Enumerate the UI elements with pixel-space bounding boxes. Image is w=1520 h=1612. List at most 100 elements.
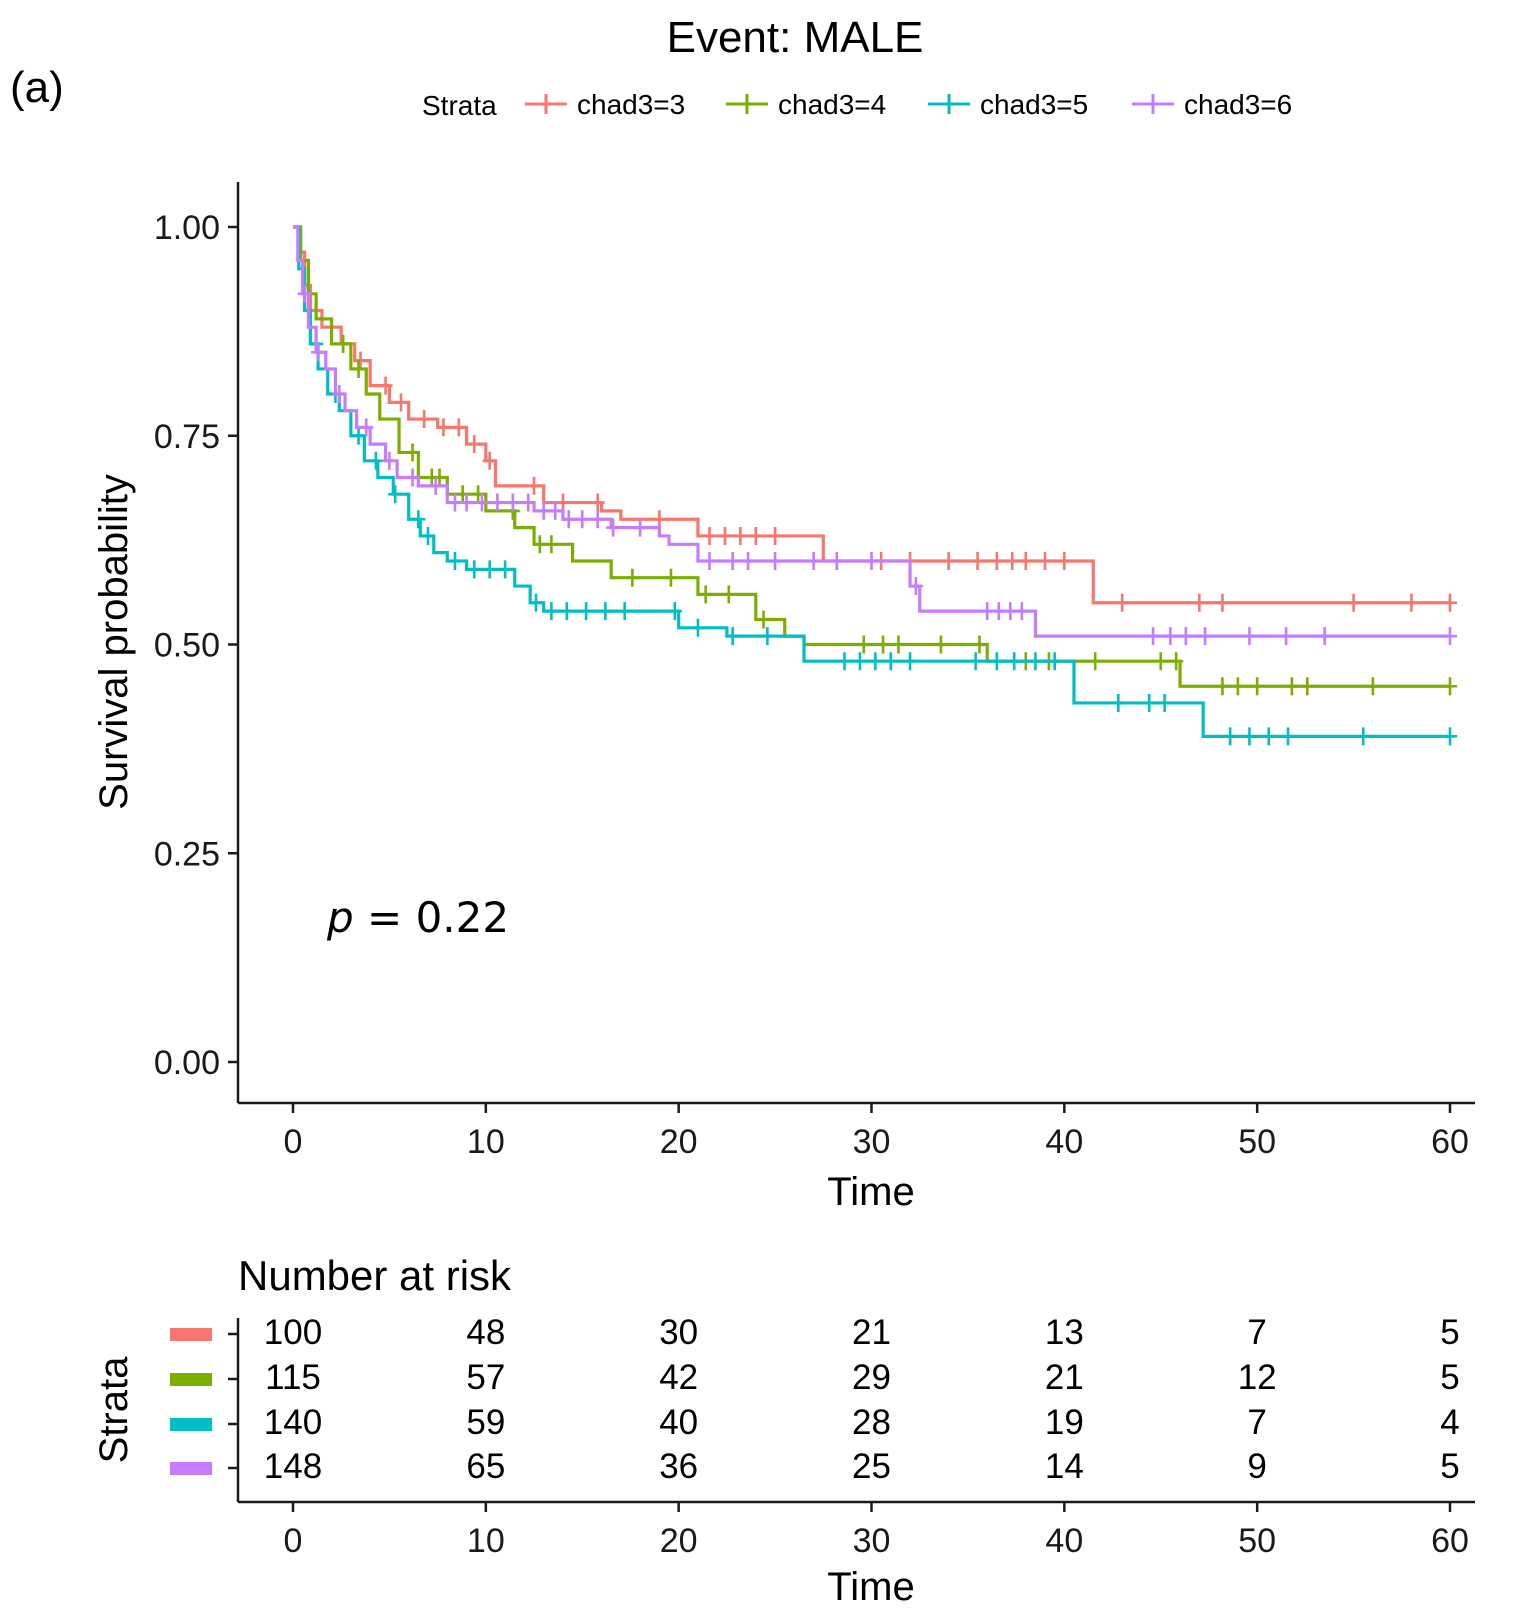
risk-count: 30 [659,1313,698,1352]
censor-mark [1223,727,1238,746]
censor-mark [1153,652,1168,671]
risk-count: 5 [1440,1358,1459,1397]
censor-mark [1146,627,1161,646]
censor-mark [625,568,640,587]
survival-curves [293,225,1457,746]
censor-mark [1169,652,1184,671]
legend-key-chad3=4 [726,94,768,114]
censor-mark [968,652,983,671]
x-tick-label: 50 [1238,1123,1276,1161]
censor-mark [474,493,489,512]
risk-table-title: Number at risk [238,1252,512,1299]
censor-mark [459,493,474,512]
legend-key-chad3=5 [928,94,970,114]
censor-mark [856,635,871,654]
censor-mark [498,560,513,579]
censor-mark [1230,677,1245,696]
censor-mark [590,510,605,529]
legend-label: chad3=5 [980,89,1088,120]
risk-count: 25 [852,1447,891,1486]
censor-mark [598,602,613,621]
censor-mark [663,568,678,587]
risk-count: 148 [264,1447,322,1486]
censor-mark [725,627,740,646]
censor-mark [903,652,918,671]
censor-mark [741,552,756,570]
censor-mark [1057,552,1072,570]
censor-mark [1007,652,1022,671]
censor-mark [579,602,594,621]
censor-mark [1014,602,1029,621]
censor-mark [447,552,462,570]
censor-mark [1443,627,1457,646]
censor-mark [527,476,542,495]
censor-mark [382,451,397,470]
censor-mark [717,526,732,545]
legend-label: chad3=3 [577,89,685,120]
censor-mark [420,526,435,545]
censor-mark [941,552,956,570]
risk-count: 14 [1045,1447,1084,1486]
x-tick-label: 60 [1431,1123,1469,1161]
risk-count: 65 [466,1447,505,1486]
legend-label: chad3=4 [778,89,886,120]
censor-mark [388,485,403,504]
censor-mark [1192,593,1207,612]
censor-mark [1198,627,1213,646]
censor-mark [756,610,771,629]
censor-mark [1111,693,1126,712]
risk-count: 12 [1238,1358,1277,1397]
y-tick-label: 0.50 [154,627,220,665]
censor-mark [864,552,879,570]
censor-mark [467,560,482,579]
censor-mark [1443,677,1457,696]
censor-mark [1142,693,1157,712]
risk-count: 21 [1045,1358,1084,1397]
censor-mark [972,635,987,654]
series-chad3=4 [293,225,1457,696]
censor-mark [1215,593,1230,612]
censor-mark [721,585,736,604]
censor-mark [760,627,775,646]
risk-x-tick-label: 30 [853,1522,891,1560]
censor-mark [1356,727,1371,746]
censor-mark [933,635,948,654]
censor-mark [1242,727,1257,746]
censor-mark [725,552,740,570]
survival-plot-axes: 0.00 0.25 0.50 0.75 1.00 0 10 20 30 40 50 60 [154,182,1475,1161]
p-value: = 0.22 [354,893,509,942]
censor-mark [353,351,368,370]
risk-strata-key-chad3=5 [170,1418,212,1431]
series-chad3=6 [293,225,1457,646]
censor-mark [1443,593,1457,612]
risk-count: 42 [659,1358,698,1397]
y-tick-label: 0.25 [154,835,220,873]
censor-mark [332,385,347,403]
survival-curve-line [293,225,1450,738]
risk-count: 21 [852,1313,891,1352]
censor-mark [1279,627,1294,646]
censor-mark [1157,693,1172,712]
censor-mark [548,501,563,520]
censor-mark [1047,652,1062,671]
risk-count: 115 [265,1358,321,1397]
legend-key-chad3=3 [525,94,567,114]
risk-x-tick-label: 20 [660,1522,698,1560]
legend-label: chad3=6 [1184,89,1292,120]
censor-mark [1365,677,1380,696]
censor-mark [451,418,466,437]
risk-x-tick-label: 50 [1238,1522,1276,1560]
risk-count: 40 [659,1403,698,1442]
risk-x-tick-label: 60 [1431,1522,1469,1560]
censor-mark [1242,627,1257,646]
censor-mark [561,510,576,529]
censor-mark [1005,552,1020,570]
censor-mark [1300,677,1315,696]
censor-mark [351,359,366,378]
censor-mark [555,493,570,512]
censor-mark [1163,627,1178,646]
censor-mark [1115,593,1130,612]
censor-mark [1028,652,1043,671]
censor-mark [1346,593,1361,612]
censor-mark [633,518,648,537]
